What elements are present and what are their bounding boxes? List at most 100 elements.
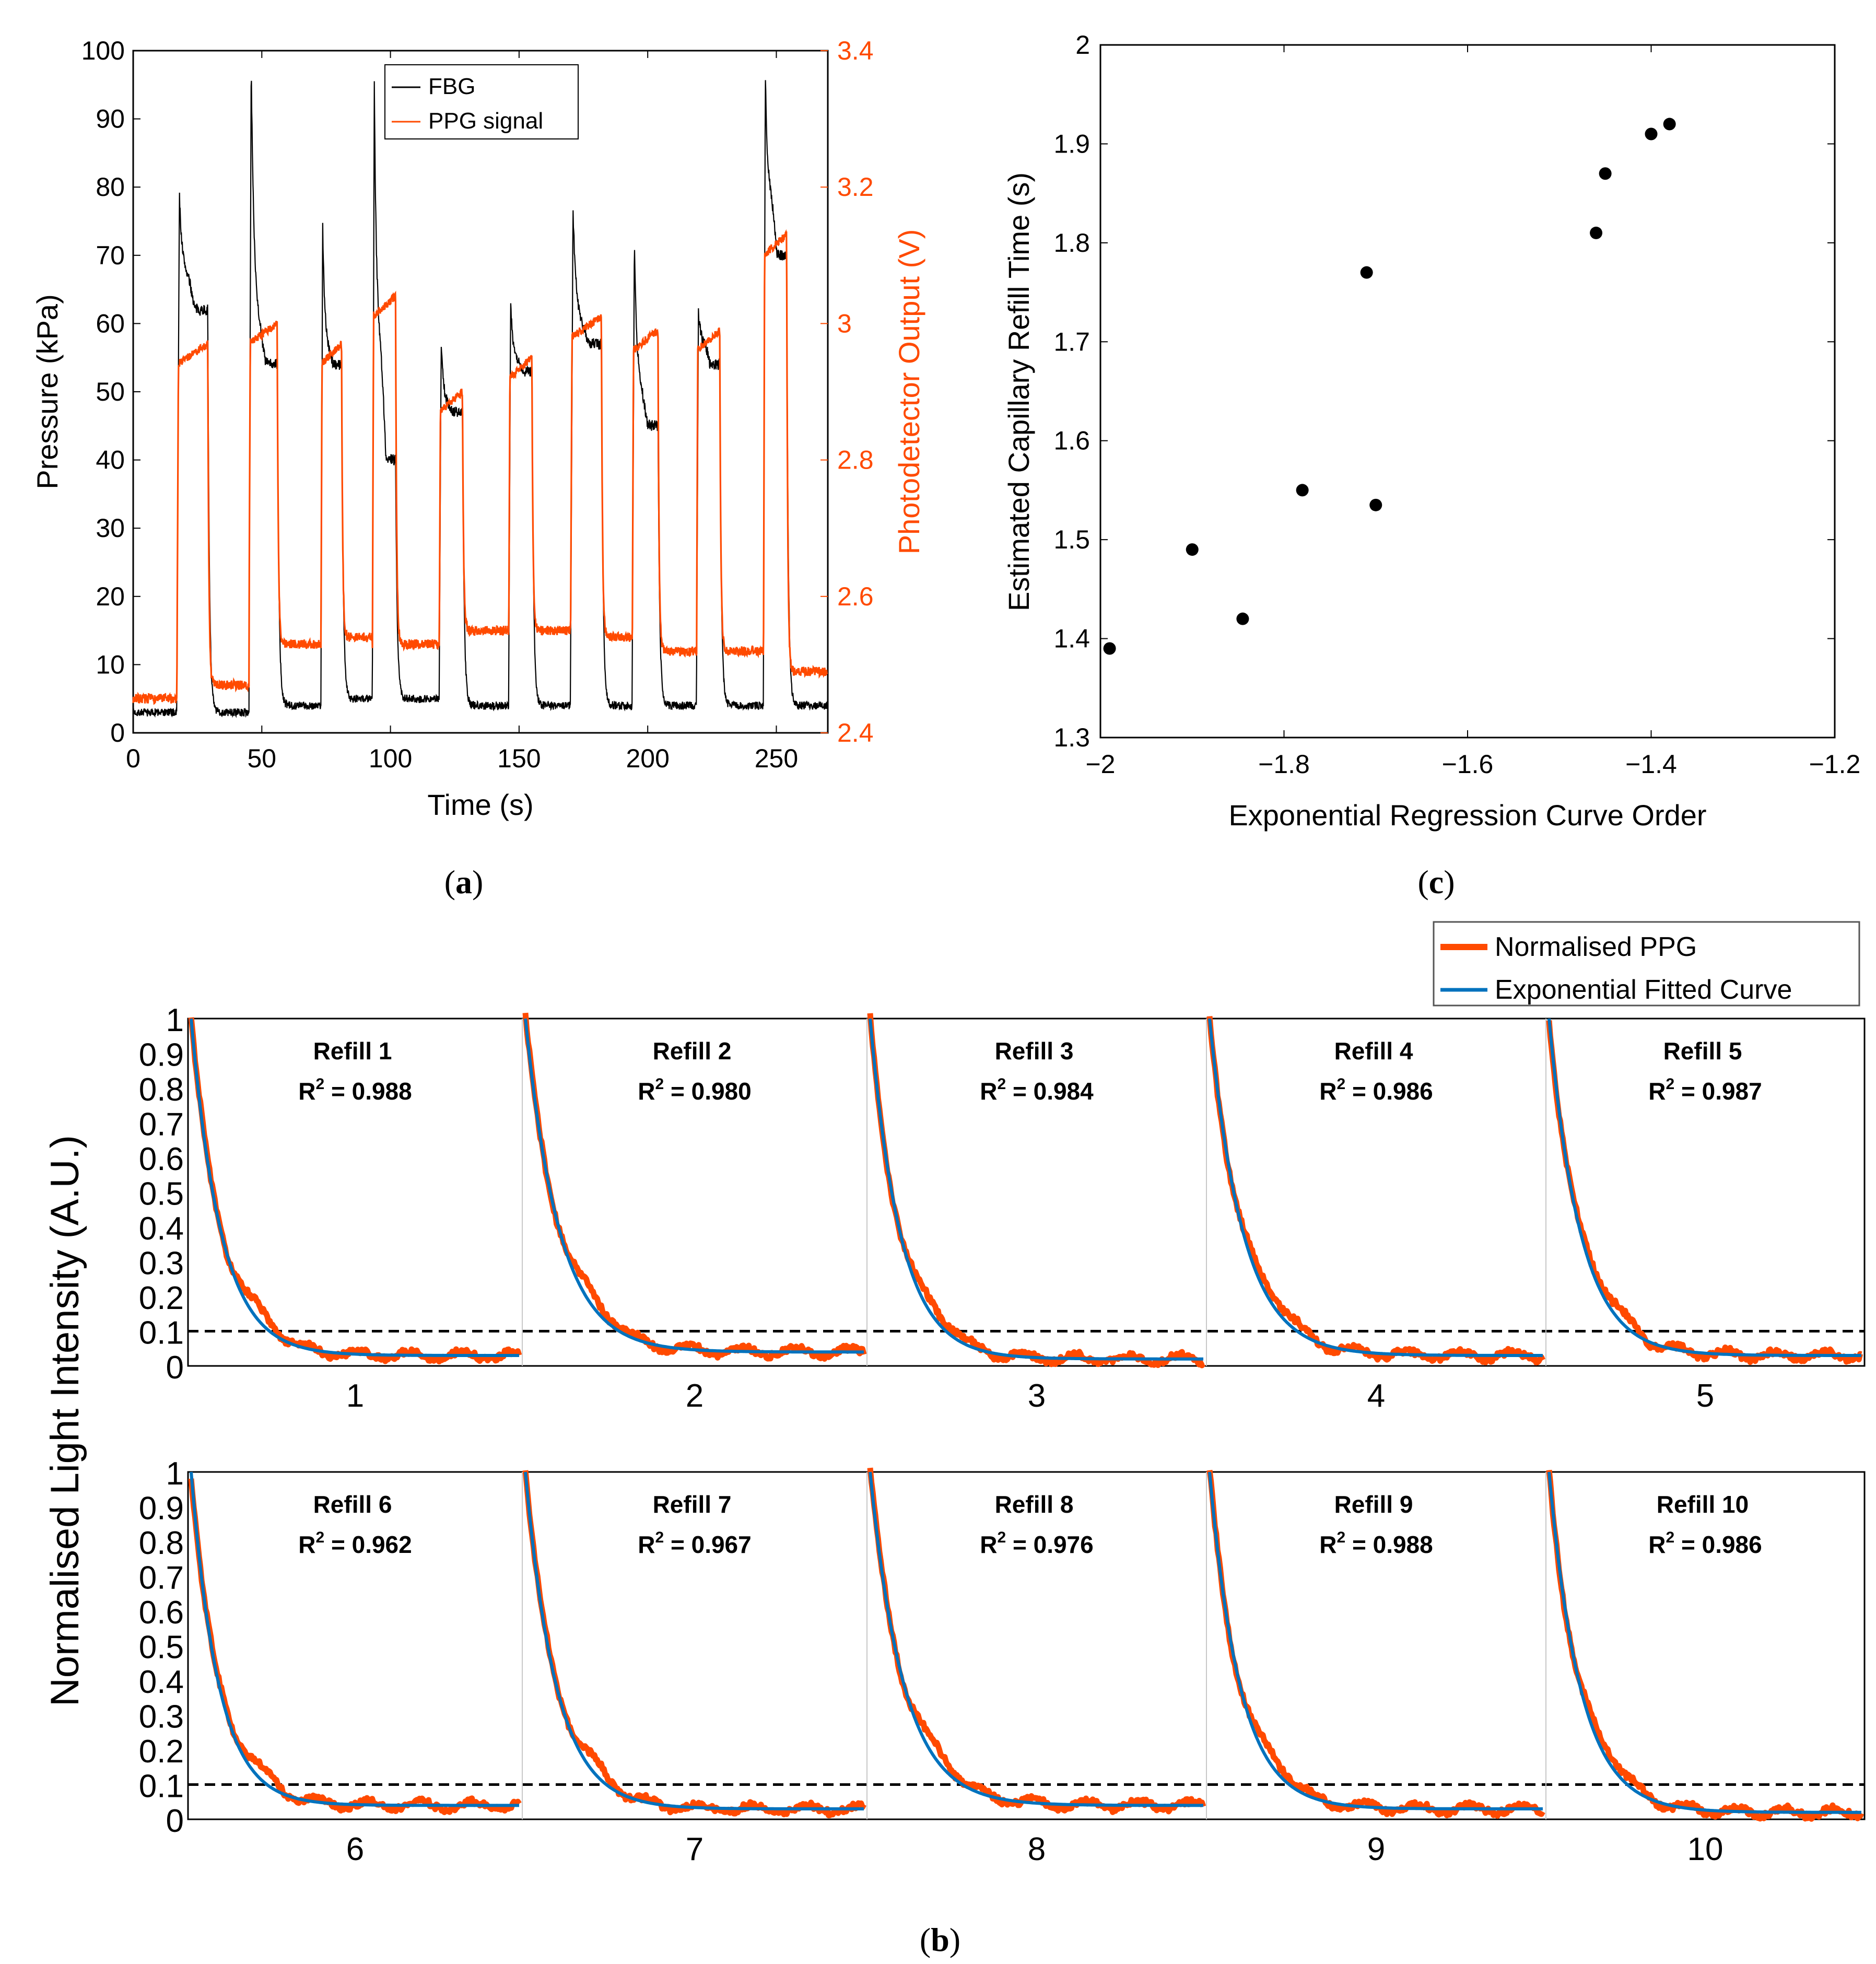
y-tick-label: 1.9 <box>1053 129 1090 158</box>
series-line-ppg <box>132 229 828 705</box>
refill-label: Refill 10 <box>1657 1491 1749 1518</box>
y-tick-label: 90 <box>96 104 125 134</box>
scatter-point <box>1663 118 1676 131</box>
x-category-label: 5 <box>1696 1378 1714 1414</box>
panel-a-pressure-ppg-chart: 0 50 100 150 200 250 0 10 20 30 40 50 60 70 80 90 100 2.4… <box>31 36 925 901</box>
y-tick-label: 1.7 <box>1053 327 1090 356</box>
r-squared-symbol: R <box>298 1531 315 1558</box>
panel-c-y-axis-title: Estimated Capillary Refill Time (s) <box>1002 172 1035 611</box>
x-tick-label: 150 <box>497 744 541 773</box>
scatter-point <box>1599 167 1612 180</box>
r-squared-value: = 0.986 <box>1345 1078 1433 1105</box>
r-squared-value: = 0.988 <box>1345 1531 1433 1558</box>
fitted-curve <box>1547 1018 1861 1357</box>
r-squared-superscript: 2 <box>998 1075 1006 1093</box>
y-tick-label: 0.4 <box>139 1211 184 1247</box>
refill-label: Refill 8 <box>995 1491 1074 1518</box>
legend-box <box>1433 921 1860 1007</box>
y-tick-label: 1.6 <box>1053 426 1090 455</box>
scatter-point <box>1296 484 1309 497</box>
scatter-point <box>1103 642 1116 655</box>
r-squared-value: = 0.967 <box>664 1531 752 1558</box>
fitted-curve <box>524 1018 864 1354</box>
y-tick-label: 1.8 <box>1053 228 1090 258</box>
y-tick-label: 1.4 <box>1053 624 1090 653</box>
ppg-curve <box>867 1467 1206 1815</box>
r-squared-label: R2 = 0.976 <box>980 1529 1093 1558</box>
y-tick-label: 0.1 <box>139 1315 184 1351</box>
ppg-curve <box>1206 1470 1545 1819</box>
x-tick-label: 50 <box>247 744 276 773</box>
legend-ppg-label: PPG signal <box>428 108 543 134</box>
y-tick-label: 0.6 <box>139 1141 184 1177</box>
y-tick-label: 0.3 <box>139 1246 184 1282</box>
y-tick-label: 60 <box>96 309 125 338</box>
x-tick-label: −1.2 <box>1809 750 1861 779</box>
y-tick-label: 0.2 <box>139 1280 184 1316</box>
y-tick-label: 0.7 <box>139 1560 184 1596</box>
scatter-point <box>1236 612 1249 625</box>
x-tick-label: −2 <box>1085 750 1115 779</box>
r-squared-value: = 0.987 <box>1674 1078 1762 1105</box>
panel-a-legend: FBG PPG signal <box>384 64 579 139</box>
panel-b-legend: Normalised PPG Exponential Fitted Curve <box>1433 921 1860 1007</box>
ppg-curve <box>867 1013 1206 1369</box>
fitted-curve <box>1208 1018 1543 1357</box>
y-tick-label: 0.1 <box>139 1769 184 1805</box>
panel-b-caption-letter: b <box>931 1921 949 1958</box>
scatter-point <box>1186 543 1199 556</box>
x-tick-label: 200 <box>626 744 669 773</box>
panel-b-top-row-frame <box>187 1018 1866 1367</box>
refill-label: Refill 7 <box>653 1491 732 1518</box>
r-squared-value: = 0.962 <box>324 1531 412 1558</box>
ppg-curve <box>522 1470 866 1819</box>
panel-b-refill-curves-chart: Normalised PPG Exponential Fitted Curve … <box>43 921 1866 1958</box>
y-tick-label: 20 <box>96 582 125 611</box>
r-squared-label: R2 = 0.984 <box>980 1075 1094 1105</box>
x-tick-label: −1.4 <box>1625 750 1677 779</box>
x-category-label: 3 <box>1028 1378 1046 1414</box>
fitted-curve <box>869 1471 1203 1807</box>
x-category-label: 7 <box>686 1831 704 1867</box>
y-tick-label: 0.2 <box>139 1734 184 1770</box>
legend-normalised-ppg-label: Normalised PPG <box>1495 932 1697 962</box>
r-squared-label: R2 = 0.967 <box>638 1529 751 1558</box>
r-squared-symbol: R <box>1648 1531 1666 1558</box>
y-tick-label: 30 <box>96 513 125 543</box>
panel-c-x-axis-title: Exponential Regression Curve Order <box>1228 799 1706 832</box>
y-tick-label: 0 <box>166 1803 184 1839</box>
y-tick-label: 50 <box>96 377 125 406</box>
x-category-label: 1 <box>346 1378 364 1414</box>
r-squared-label: R2 = 0.988 <box>298 1075 412 1105</box>
fitted-curve <box>524 1471 864 1810</box>
r-squared-superscript: 2 <box>1337 1075 1346 1093</box>
y-tick-label: 0 <box>166 1350 184 1386</box>
legend-fitted-curve-label: Exponential Fitted Curve <box>1495 975 1792 1005</box>
y-tick-label: 0.9 <box>139 1491 184 1527</box>
panel-c-caption-letter: c <box>1429 863 1444 901</box>
r-squared-value: = 0.986 <box>1674 1531 1762 1558</box>
legend-fbg-label: FBG <box>428 74 475 99</box>
r-squared-label: R2 = 0.962 <box>298 1529 412 1558</box>
x-tick-label: 100 <box>369 744 412 773</box>
scatter-point <box>1590 226 1603 239</box>
y-tick-label: 10 <box>96 650 125 679</box>
y-tick-label: 0.8 <box>139 1072 184 1108</box>
scatter-point <box>1645 127 1658 141</box>
scatter-point <box>1369 498 1382 511</box>
r-squared-symbol: R <box>1319 1531 1336 1558</box>
r-squared-label: R2 = 0.986 <box>1648 1529 1762 1558</box>
r-squared-label: R2 = 0.987 <box>1648 1075 1762 1105</box>
panel-c-caption: (c) <box>1417 863 1455 901</box>
panel-a-caption-letter: a <box>455 863 472 901</box>
ppg-curve <box>1546 1020 1863 1365</box>
panel-a-x-axis-title: Time (s) <box>427 788 533 821</box>
panel-c-plot-frame <box>1099 44 1836 739</box>
x-category-label: 6 <box>346 1831 364 1867</box>
r-squared-symbol: R <box>638 1531 655 1558</box>
series-line-fbg <box>132 80 828 718</box>
x-tick-label: −1.6 <box>1442 750 1494 779</box>
r-squared-superscript: 2 <box>655 1529 664 1546</box>
y-tick-label: 0.5 <box>139 1176 184 1212</box>
y-tick-label: 1.3 <box>1053 723 1090 752</box>
